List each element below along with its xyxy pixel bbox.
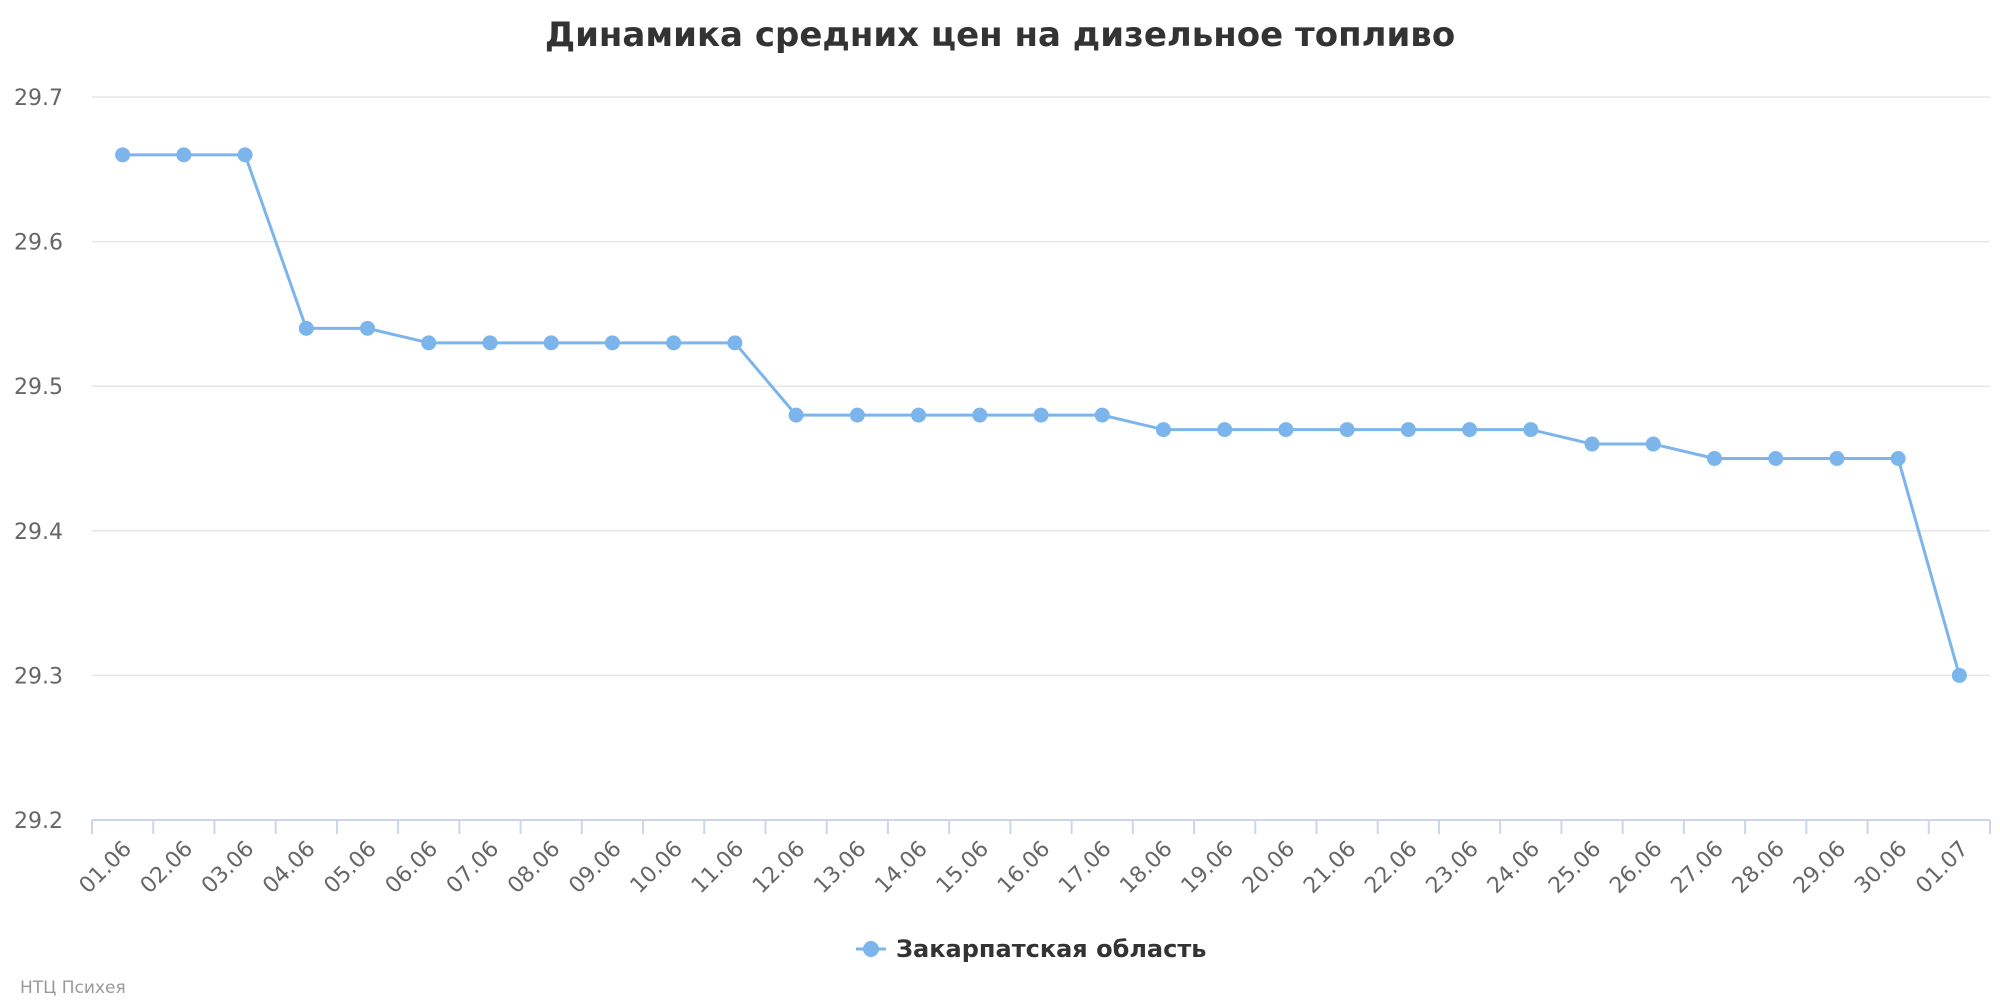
x-tick-label: 05.06 xyxy=(320,837,382,899)
legend-label: Закарпатская область xyxy=(896,935,1206,963)
x-tick-label: 01.06 xyxy=(75,837,137,899)
y-tick-label: 29.2 xyxy=(14,809,63,834)
data-point[interactable] xyxy=(115,147,131,163)
data-point[interactable] xyxy=(1155,422,1171,438)
x-tick-label: 23.06 xyxy=(1422,837,1484,899)
data-point[interactable] xyxy=(1645,436,1661,452)
data-point[interactable] xyxy=(1217,422,1233,438)
legend[interactable]: Закарпатская область xyxy=(856,935,1206,963)
x-tick-label: 22.06 xyxy=(1360,837,1422,899)
x-tick-label: 02.06 xyxy=(136,837,198,899)
x-tick-label: 06.06 xyxy=(381,837,443,899)
series-layer xyxy=(115,147,1967,683)
data-point[interactable] xyxy=(911,407,927,423)
y-axis: 29.2 29.3 29.4 29.5 29.6 29.7 xyxy=(14,86,63,834)
x-tick-label: 24.06 xyxy=(1483,837,1545,899)
x-tick-label: 18.06 xyxy=(1115,837,1177,899)
chart-title: Динамика средних цен на дизельное топлив… xyxy=(545,15,1455,55)
data-point[interactable] xyxy=(1094,407,1110,423)
x-tick-label: 28.06 xyxy=(1728,837,1790,899)
x-tick-label: 11.06 xyxy=(687,837,749,899)
y-tick-label: 29.6 xyxy=(14,231,63,256)
data-point[interactable] xyxy=(1890,451,1906,466)
x-tick-label: 15.06 xyxy=(932,837,994,899)
x-tick-label: 01.07 xyxy=(1911,837,1973,899)
x-tick-label: 08.06 xyxy=(503,837,565,899)
x-tick-label: 17.06 xyxy=(1054,837,1116,899)
x-tick-label: 20.06 xyxy=(1238,837,1300,899)
data-point[interactable] xyxy=(666,335,682,351)
x-tick-label: 29.06 xyxy=(1789,837,1851,899)
x-tick-label: 10.06 xyxy=(626,837,688,899)
data-point[interactable] xyxy=(1400,422,1416,438)
y-tick-label: 29.3 xyxy=(14,664,63,689)
x-tick-label: 30.06 xyxy=(1850,837,1912,899)
data-point[interactable] xyxy=(1706,451,1722,466)
x-tick-label: 09.06 xyxy=(564,837,626,899)
data-point[interactable] xyxy=(237,147,253,163)
data-point[interactable] xyxy=(421,335,437,351)
data-point[interactable] xyxy=(788,407,804,423)
x-axis: 01.06 02.06 03.06 04.06 05.06 06.06 07.06 08.06… xyxy=(75,819,1991,899)
data-point[interactable] xyxy=(1584,436,1600,452)
x-tick-label: 27.06 xyxy=(1667,837,1729,899)
data-point[interactable] xyxy=(849,407,865,423)
data-point[interactable] xyxy=(604,335,620,351)
data-point[interactable] xyxy=(1462,422,1478,438)
data-point[interactable] xyxy=(727,335,743,351)
x-tick-label: 16.06 xyxy=(993,837,1055,899)
x-tick-label: 04.06 xyxy=(258,837,320,899)
x-tick-label: 03.06 xyxy=(197,837,259,899)
legend-marker-symbol xyxy=(863,941,879,957)
data-point[interactable] xyxy=(298,320,314,336)
x-tick-label: 26.06 xyxy=(1605,837,1667,899)
data-point[interactable] xyxy=(543,335,559,351)
chart-credit[interactable]: НТЦ Психея xyxy=(20,978,126,998)
data-point[interactable] xyxy=(1278,422,1294,438)
y-tick-label: 29.7 xyxy=(14,86,63,111)
data-point[interactable] xyxy=(176,147,192,163)
data-point[interactable] xyxy=(1339,422,1355,438)
y-tick-label: 29.4 xyxy=(14,520,63,545)
x-tick-label: 07.06 xyxy=(442,837,504,899)
data-point[interactable] xyxy=(360,320,376,336)
gridlines xyxy=(92,96,1990,677)
x-tick-label: 21.06 xyxy=(1299,837,1361,899)
data-point[interactable] xyxy=(1033,407,1049,423)
data-point[interactable] xyxy=(1951,667,1967,683)
y-tick-label: 29.5 xyxy=(14,375,63,400)
x-tick-label: 13.06 xyxy=(809,837,871,899)
data-point[interactable] xyxy=(1523,422,1539,438)
x-tick-label: 19.06 xyxy=(1177,837,1239,899)
data-point[interactable] xyxy=(1768,451,1784,466)
x-tick-label: 25.06 xyxy=(1544,837,1606,899)
data-point[interactable] xyxy=(482,335,498,351)
x-tick-label: 12.06 xyxy=(748,837,810,899)
data-point[interactable] xyxy=(1829,451,1845,466)
data-point[interactable] xyxy=(972,407,988,423)
x-tick-label: 14.06 xyxy=(871,837,933,899)
